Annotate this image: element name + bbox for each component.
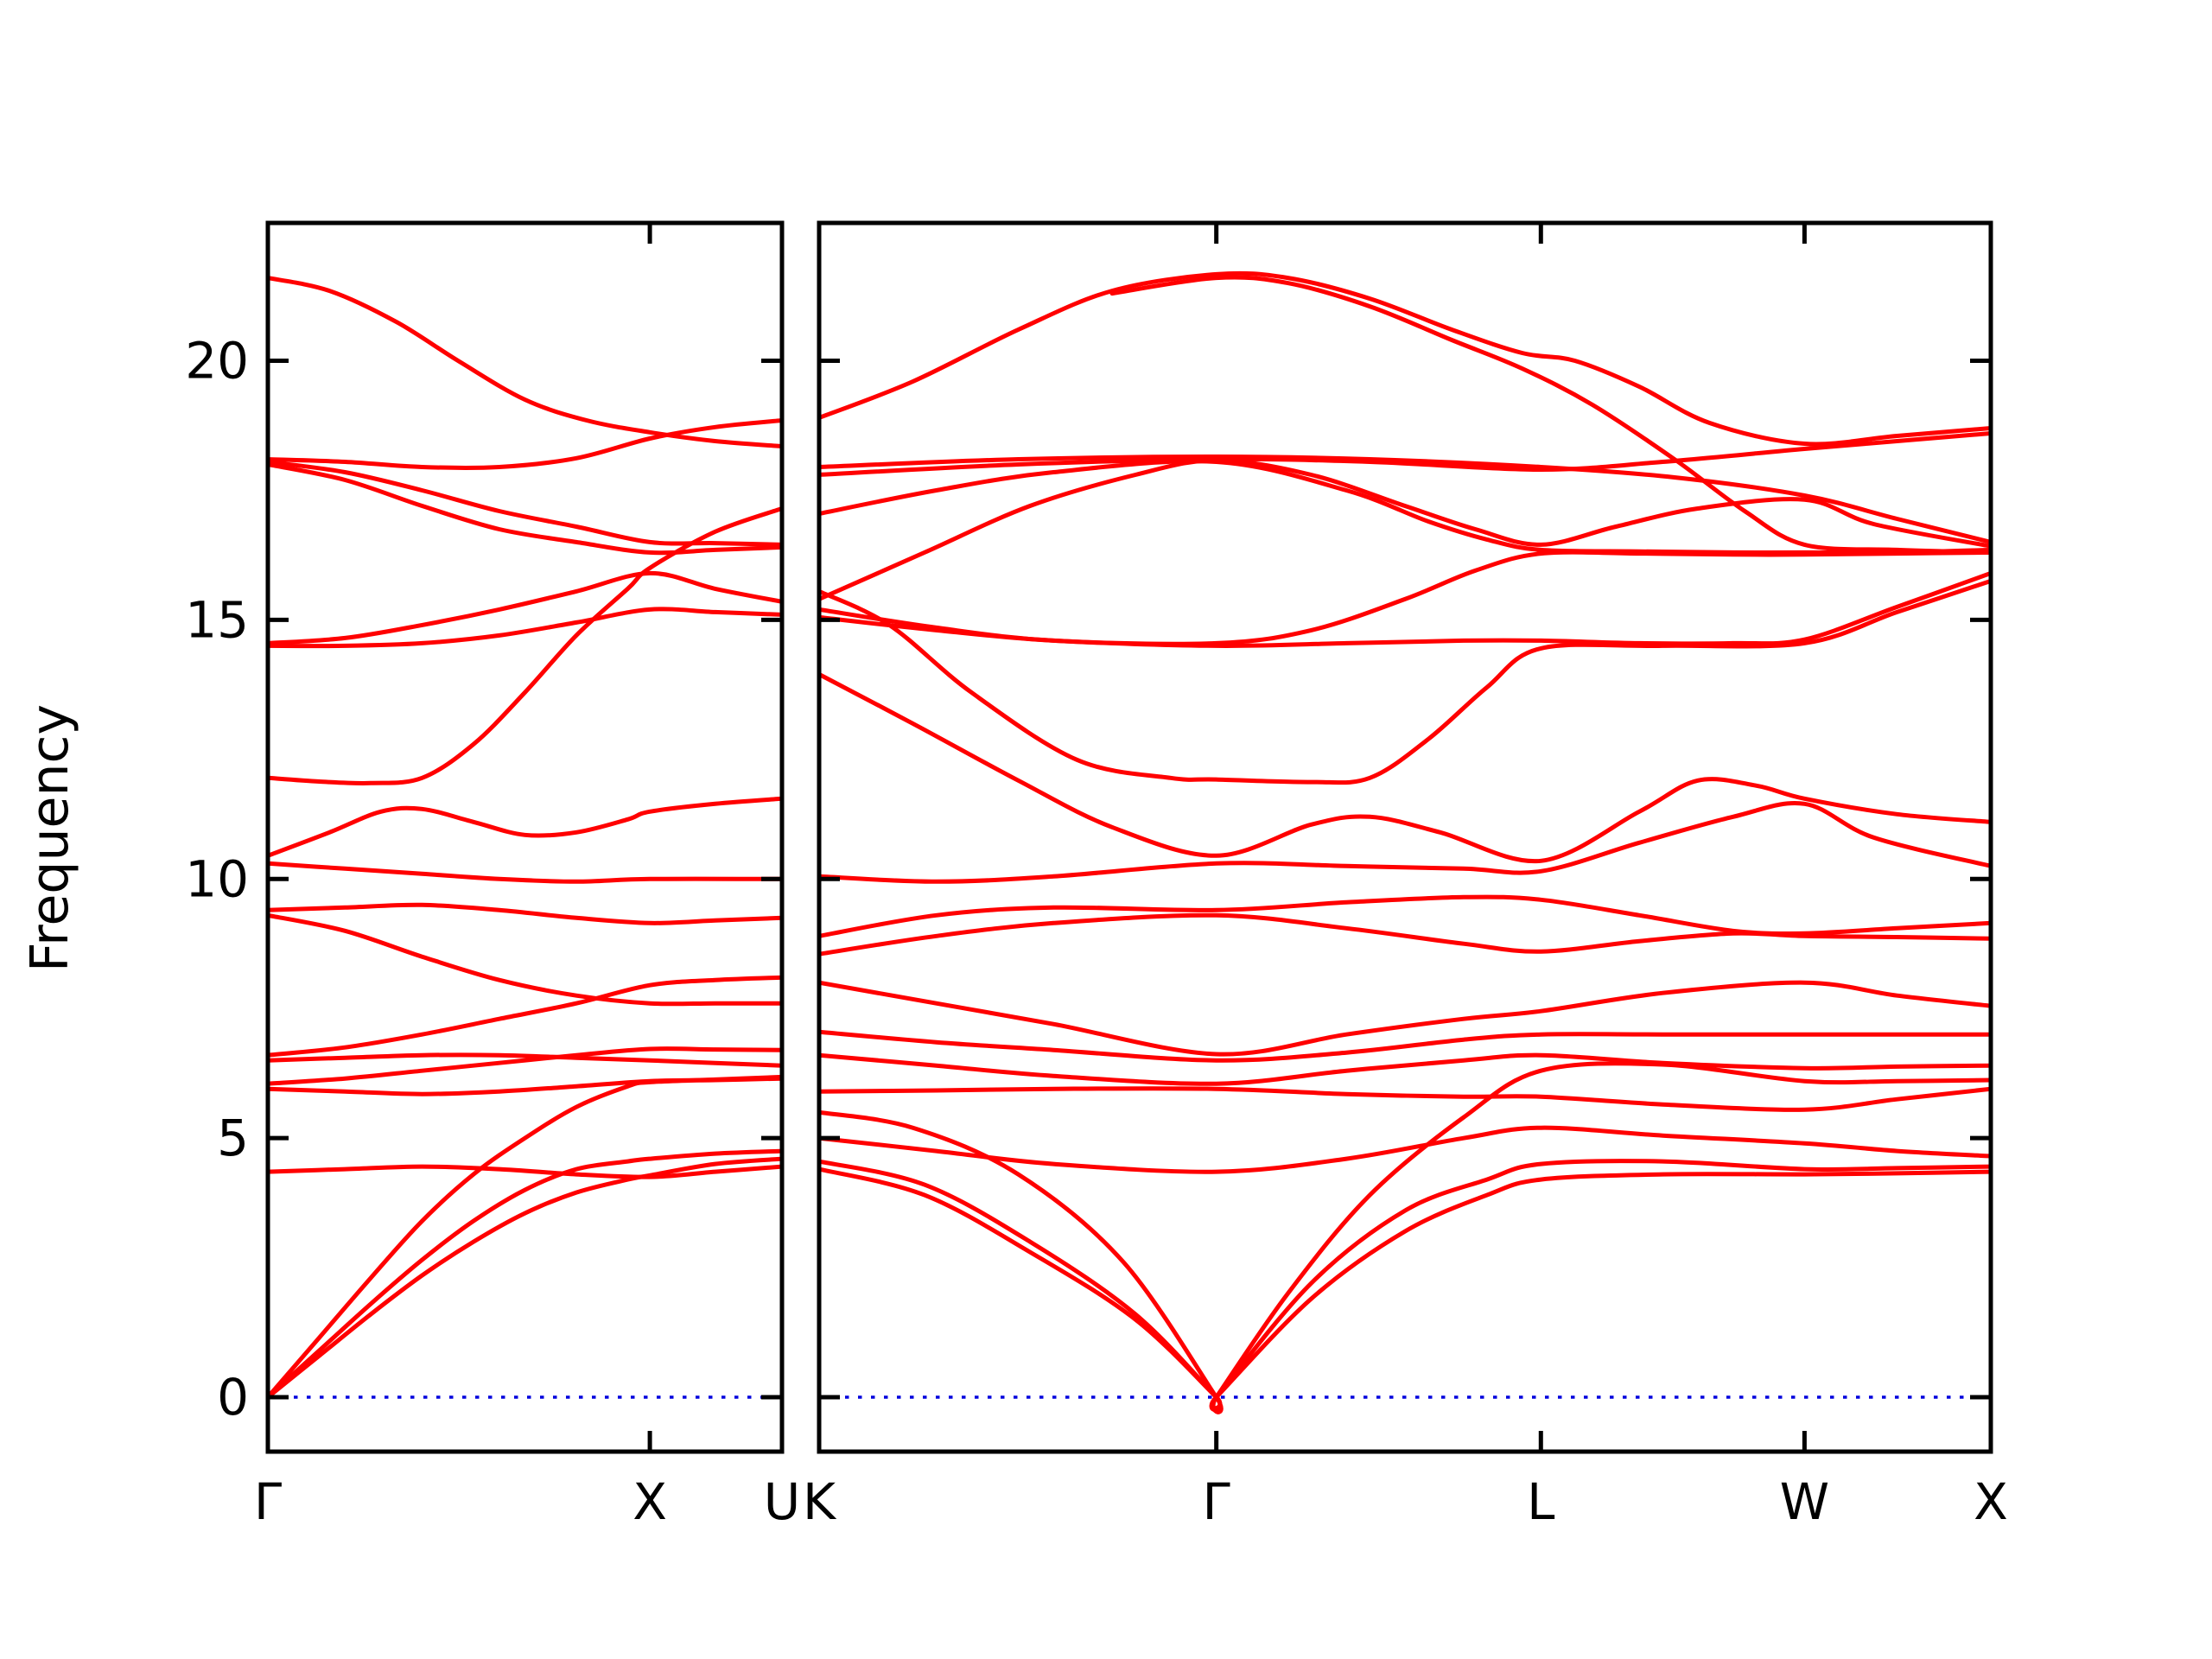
phonon-band-line — [819, 454, 1991, 544]
phonon-band-line — [819, 1029, 1991, 1063]
phonon-band-line — [268, 462, 782, 556]
y-tick-label: 0 — [217, 1368, 249, 1427]
x-tick-label: U — [764, 1472, 800, 1531]
y-tick-label: 20 — [185, 332, 249, 391]
phonon-band-line — [268, 912, 782, 1007]
phonon-band-line — [819, 894, 1991, 938]
y-tick-label: 5 — [217, 1109, 249, 1167]
phonon-band-line — [268, 1046, 782, 1086]
x-tick-label: Γ — [254, 1472, 282, 1531]
phonon-band-line — [819, 1061, 1991, 1414]
panel-frame — [265, 220, 785, 1454]
phonon-band-line — [268, 975, 782, 1058]
phonon-band-line — [268, 1164, 782, 1179]
phonon-band-line — [268, 1156, 782, 1400]
phonon-band-line — [819, 1159, 1991, 1412]
x-tick-label: X — [632, 1472, 667, 1531]
phonon-band-line — [268, 1052, 782, 1068]
phonon-band-line — [819, 801, 1991, 884]
y-axis-title: Frequency — [20, 704, 80, 972]
phonon-band-line — [819, 671, 1991, 864]
phonon-band-line — [268, 506, 782, 785]
phonon-band-line — [268, 861, 782, 884]
y-tick-label: 15 — [185, 590, 249, 649]
phonon-band-line — [819, 431, 1991, 477]
phonon-band-line — [819, 270, 1991, 447]
x-tick-label: K — [803, 1472, 837, 1531]
phonon-band-line — [268, 1074, 782, 1400]
x-tick-label: X — [1974, 1472, 2008, 1531]
phonon-band-line — [268, 902, 782, 925]
phonon-band-line — [268, 276, 782, 448]
phonon-band-line — [268, 570, 782, 645]
phonon-band-line — [819, 1052, 1991, 1086]
y-tick-label: 10 — [185, 849, 249, 908]
x-tick-label: Γ — [1203, 1472, 1230, 1531]
phonon-band-line — [268, 1148, 782, 1400]
phonon-band-line — [1109, 275, 1991, 555]
phonon-band-line — [819, 912, 1991, 957]
phonon-band-line — [819, 980, 1991, 1057]
panel-frame — [817, 220, 1993, 1454]
phonon-band-line — [819, 570, 1991, 648]
phonon-band-line — [819, 1125, 1991, 1174]
phonon-band-line — [268, 796, 782, 858]
phonon-band-line — [819, 1086, 1991, 1112]
phonon-band-line — [819, 458, 1991, 601]
x-tick-label: W — [1780, 1472, 1829, 1531]
phonon-band-line — [819, 578, 1991, 785]
phonon-band-line — [268, 418, 782, 471]
phonon-band-line — [819, 1166, 1991, 1411]
phonon-band-line — [819, 550, 1991, 646]
phonon-band-line — [268, 607, 782, 649]
x-tick-label: L — [1527, 1472, 1554, 1531]
phonon-band-line — [268, 460, 782, 547]
